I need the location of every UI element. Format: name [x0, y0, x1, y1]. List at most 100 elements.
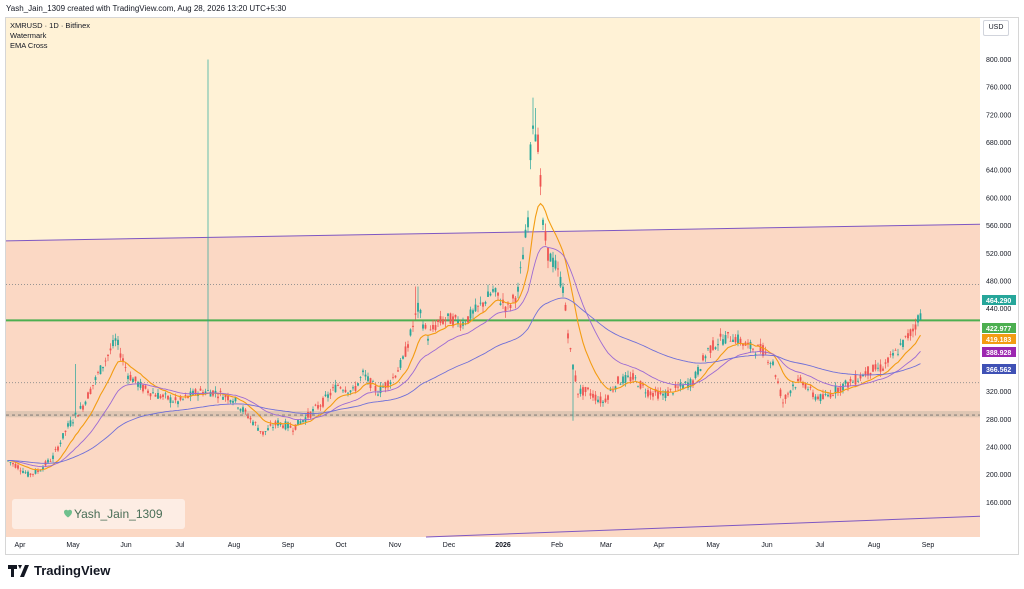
candle-body	[404, 346, 407, 357]
candle-body	[892, 353, 894, 356]
candle-body	[132, 378, 134, 383]
candle-body	[444, 320, 447, 322]
candle-body	[857, 380, 859, 382]
candle-body	[902, 339, 904, 347]
candle-body	[259, 431, 262, 433]
support-zone-box	[6, 411, 980, 418]
candle-body	[562, 286, 564, 293]
candle-body	[89, 388, 92, 395]
candle-body	[894, 349, 897, 351]
candle-body	[312, 408, 314, 412]
candle-body	[654, 388, 657, 393]
candle-body	[349, 390, 352, 393]
candle-body	[364, 374, 367, 377]
candle-body	[889, 354, 892, 356]
candle-body	[659, 391, 662, 395]
candle-body	[537, 134, 539, 152]
y-tick-label: 560.000	[986, 223, 1011, 230]
candle-body	[512, 294, 514, 299]
candle-body	[104, 360, 107, 362]
legend-symbol[interactable]: XMRUSD · 1D · Bitfinex	[10, 21, 91, 30]
candle-body	[832, 394, 834, 396]
candle-body	[129, 375, 132, 381]
candle-body	[707, 348, 709, 350]
x-tick-label: Aug	[868, 542, 881, 549]
candle-body	[339, 387, 342, 389]
legend-watermark-label[interactable]: Watermark	[10, 31, 47, 40]
candle-body	[899, 343, 902, 345]
candle-body	[294, 424, 297, 430]
candle-body	[534, 134, 537, 142]
candle-body	[827, 394, 829, 397]
candle-body	[532, 125, 534, 129]
candle-body	[429, 329, 432, 331]
candle-body	[327, 394, 329, 398]
candle-body	[32, 473, 34, 475]
candle-body	[249, 417, 252, 420]
candle-body	[722, 339, 724, 345]
y-tick-label: 440.000	[986, 306, 1011, 313]
channel-bottom-line	[425, 515, 981, 538]
candle-body	[157, 392, 159, 399]
candle-body	[122, 358, 124, 362]
candle-body	[859, 374, 862, 379]
x-tick-label: Aug	[228, 542, 241, 549]
candle-body	[497, 292, 499, 296]
candle-body	[774, 375, 777, 377]
footer-brand[interactable]: TradingView	[8, 563, 110, 578]
candle-body	[167, 395, 169, 400]
candle-body	[592, 393, 594, 398]
candle-body	[732, 339, 734, 343]
chart-legend: XMRUSD · 1D · Bitfinex Watermark EMA Cro…	[10, 21, 90, 51]
x-tick-label: Apr	[654, 542, 666, 549]
candle-body	[369, 378, 372, 389]
candle-body	[719, 333, 722, 337]
candle-body	[214, 390, 217, 394]
candle-body	[409, 329, 412, 336]
candle-body	[24, 472, 27, 474]
price-label-box	[982, 347, 1016, 357]
candle-body	[844, 380, 847, 384]
candle-body	[329, 392, 332, 396]
candle-body	[179, 396, 182, 400]
candle-body	[112, 340, 114, 347]
candle-body	[244, 409, 247, 412]
candle-body	[72, 422, 74, 424]
price-label-text: 419.183	[986, 337, 1011, 344]
candle-body	[367, 376, 369, 382]
candle-body	[742, 343, 744, 346]
candle-body	[834, 385, 837, 394]
legend-indicator-label[interactable]: EMA Cross	[10, 41, 48, 50]
price-label-text: 388.928	[986, 350, 1011, 357]
candle-body	[494, 288, 497, 293]
candle-body	[657, 391, 659, 399]
candle-body	[247, 416, 249, 419]
candle-body	[189, 391, 192, 397]
candle-body	[414, 313, 417, 315]
x-tick-label: Mar	[600, 542, 613, 549]
candle-body	[839, 386, 842, 392]
candle-body	[632, 373, 634, 380]
currency-button[interactable]: USD	[983, 20, 1009, 36]
candle-body	[67, 423, 69, 427]
x-tick-label: 2026	[495, 542, 511, 549]
candle-body	[359, 377, 362, 378]
candle-body	[222, 396, 224, 400]
candle-body	[617, 376, 619, 384]
candle-body	[292, 430, 294, 432]
candle-body	[119, 353, 122, 358]
candle-body	[324, 394, 327, 397]
candle-body	[449, 313, 452, 324]
candle-body	[699, 369, 702, 372]
candle-body	[739, 338, 742, 344]
candle-body	[287, 422, 289, 429]
candle-body	[754, 353, 757, 355]
price-label-text: 366.562	[986, 367, 1011, 374]
candle-body	[342, 390, 344, 392]
candle-body	[764, 351, 767, 354]
candle-body	[377, 394, 379, 396]
candle-body	[662, 393, 664, 396]
candle-body	[807, 389, 809, 391]
candle-body	[552, 257, 554, 268]
